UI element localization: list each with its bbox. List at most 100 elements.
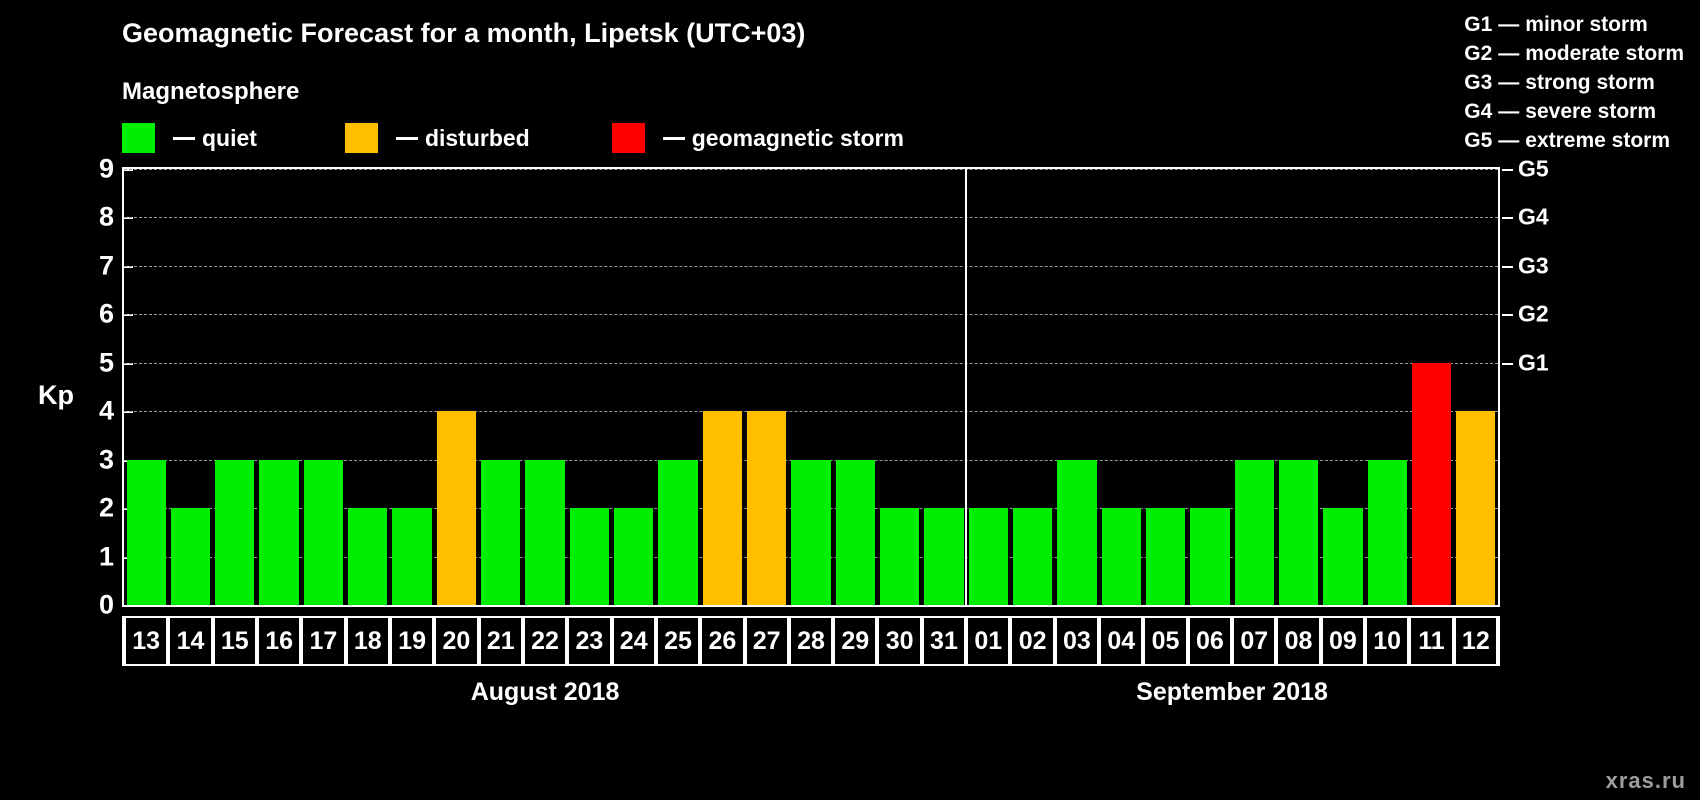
bar-day-11 xyxy=(1411,362,1452,605)
bar-day-05 xyxy=(1145,508,1186,605)
day-label-27: 27 xyxy=(744,618,789,664)
bar-day-08 xyxy=(1278,459,1319,605)
month-label-september: September 2018 xyxy=(1136,678,1328,706)
g-axis-tick-mark xyxy=(1502,362,1513,365)
day-label-04: 04 xyxy=(1099,618,1144,664)
y-tick-label: 4 xyxy=(98,395,114,426)
bar-day-02 xyxy=(1012,508,1053,605)
y-tick-mark xyxy=(122,411,133,414)
bar-day-25 xyxy=(658,459,698,605)
y-tick-label: 5 xyxy=(98,347,114,378)
day-label-09: 09 xyxy=(1320,618,1366,664)
bar-day-03 xyxy=(1057,459,1097,605)
day-label-06: 06 xyxy=(1187,618,1233,664)
day-label-25: 25 xyxy=(655,618,701,664)
g-scale-row-g2: G2— moderate storm xyxy=(1464,39,1684,68)
bar-day-24 xyxy=(614,508,654,605)
day-label-23: 23 xyxy=(567,618,612,664)
day-label-30: 30 xyxy=(877,618,922,664)
bar-day-29 xyxy=(835,459,875,605)
g-scale-dash: — xyxy=(1498,129,1520,152)
g-scale-text: minor storm xyxy=(1525,13,1648,36)
y-tick-label: 0 xyxy=(98,589,114,620)
g-scale-code: G2 xyxy=(1464,42,1493,65)
g-axis-tick-mark xyxy=(1502,314,1513,317)
day-label-11: 11 xyxy=(1409,618,1454,664)
red-swatch xyxy=(611,123,645,153)
gridline xyxy=(124,362,1498,364)
gridline xyxy=(124,169,1498,170)
legend-entry-quiet: quiet xyxy=(122,122,257,154)
bar-day-12 xyxy=(1456,411,1496,605)
g-axis-tick-label: G1 xyxy=(1518,349,1549,376)
day-label-05: 05 xyxy=(1143,618,1188,664)
color-legend: quiet disturbed geomagnetic storm xyxy=(122,122,904,154)
y-tick-label: 7 xyxy=(98,250,114,281)
g-scale-legend: G1— minor storm G2— moderate storm G3— strong… xyxy=(1464,10,1684,155)
day-label-29: 29 xyxy=(833,618,878,664)
bar-day-18 xyxy=(348,508,388,605)
g-scale-dash: — xyxy=(1498,13,1520,36)
day-label-01: 01 xyxy=(966,618,1011,664)
y-tick-mark xyxy=(122,265,133,268)
g-scale-dash: — xyxy=(1498,71,1520,94)
y-tick-mark xyxy=(122,217,133,220)
day-label-03: 03 xyxy=(1054,618,1100,664)
day-label-13: 13 xyxy=(124,618,169,664)
bar-day-17 xyxy=(303,459,344,605)
bar-day-10 xyxy=(1367,459,1407,605)
day-label-17: 17 xyxy=(301,618,346,664)
gridline xyxy=(124,314,1498,316)
y-tick-label: 1 xyxy=(98,541,114,572)
bar-day-30 xyxy=(879,508,920,605)
bar-day-15 xyxy=(215,459,255,605)
day-label-31: 31 xyxy=(921,618,967,664)
bar-day-27 xyxy=(747,411,787,605)
bar-day-06 xyxy=(1190,508,1230,605)
g-scale-code: G4 xyxy=(1464,100,1493,123)
bar-day-14 xyxy=(170,508,211,605)
day-label-12: 12 xyxy=(1453,618,1498,664)
month-label-august: August 2018 xyxy=(470,678,620,706)
day-label-18: 18 xyxy=(345,618,390,664)
bar-day-20 xyxy=(436,411,477,605)
g-axis-tick-label: G2 xyxy=(1518,300,1549,327)
legend-entry-disturbed: disturbed xyxy=(344,122,530,154)
legend-label: geomagnetic storm xyxy=(691,124,904,151)
magnetosphere-label: Magnetosphere xyxy=(122,78,300,105)
g-scale-dash: — xyxy=(1498,100,1520,123)
bar-day-07 xyxy=(1234,459,1274,605)
day-label-02: 02 xyxy=(1010,618,1055,664)
green-swatch xyxy=(122,123,155,153)
g-scale-text: strong storm xyxy=(1525,71,1655,94)
bar-day-22 xyxy=(525,459,565,605)
watermark: xras.ru xyxy=(1605,768,1686,793)
y-tick-label: 3 xyxy=(98,444,114,475)
g-axis-tick-mark xyxy=(1502,265,1513,268)
gridline xyxy=(124,411,1498,413)
legend-entry-geomagnetic-storm: geomagnetic storm xyxy=(611,122,904,154)
day-label-22: 22 xyxy=(522,618,568,664)
day-label-08: 08 xyxy=(1276,618,1321,664)
bar-day-23 xyxy=(569,508,610,605)
g-axis-tick-label: G4 xyxy=(1518,203,1549,230)
bar-day-04 xyxy=(1101,508,1141,605)
month-divider xyxy=(965,169,968,605)
y-tick-label: 2 xyxy=(98,492,114,523)
y-tick-mark xyxy=(122,362,133,365)
bar-day-09 xyxy=(1323,508,1363,605)
g-axis-tick-label: G5 xyxy=(1518,155,1549,182)
day-label-26: 26 xyxy=(700,618,745,664)
g-scale-row-g1: G1— minor storm xyxy=(1464,10,1684,39)
day-label-15: 15 xyxy=(212,618,257,664)
g-scale-text: moderate storm xyxy=(1525,42,1684,65)
g-axis-tick-label: G3 xyxy=(1518,252,1549,279)
day-label-21: 21 xyxy=(478,618,523,664)
day-label-strip: 13 14 15 16 17 18 19 20 21 22 23 24 25 26 27 28 29 30 31 01… xyxy=(122,616,1500,666)
g-scale-dash: — xyxy=(1498,42,1520,65)
bar-day-28 xyxy=(791,459,831,605)
day-label-14: 14 xyxy=(168,618,213,664)
orange-swatch xyxy=(344,123,378,153)
g-scale-code: G3 xyxy=(1464,71,1493,94)
plot-frame xyxy=(122,167,1500,607)
